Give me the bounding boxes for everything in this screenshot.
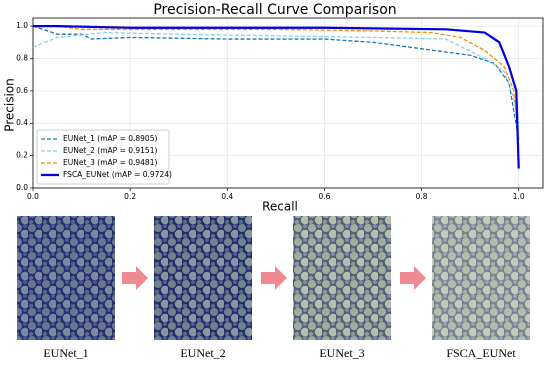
- y-axis-label: Precision: [3, 78, 17, 132]
- line-series: [32, 31, 520, 124]
- x-tick-label: 0.0: [27, 192, 39, 201]
- panel-label: EUNet_3: [319, 346, 364, 360]
- x-tick-label: 0.8: [416, 192, 428, 201]
- arrow: [122, 266, 148, 290]
- arrow: [261, 266, 287, 290]
- x-tick-label: 0.4: [221, 192, 233, 201]
- y-tick-label: 0.8: [16, 53, 28, 62]
- image-panel: [17, 216, 115, 340]
- x-tick-label: 1.0: [513, 192, 525, 201]
- line-series: [33, 24, 520, 169]
- chart-title: Precision-Recall Curve Comparison: [153, 2, 396, 18]
- axes-frame: [32, 17, 544, 189]
- overlay: [293, 216, 391, 340]
- y-tick-label: 0.2: [16, 151, 28, 160]
- arrow: [400, 266, 426, 290]
- y-tick-label: 0.4: [16, 118, 28, 127]
- x-tick-label: 0.2: [124, 192, 136, 201]
- plot-area: 0.0 0.2 0.4 0.6 0.8 1.0 0.0 0.2 0.4 0.6 0.8 1.0 EUNe…: [16, 17, 544, 201]
- y-tick-label: 0.0: [16, 183, 28, 192]
- legend-label: FSCA_EUNet (mAP = 0.9724): [63, 170, 172, 179]
- y-tick-label: 0.6: [16, 86, 28, 95]
- image-panel: [432, 216, 530, 340]
- legend-label: EUNet_1 (mAP = 0.8905): [63, 134, 157, 143]
- panel-label: EUNet_2: [180, 346, 225, 360]
- image-panel: [154, 216, 252, 340]
- legend-box: [36, 129, 170, 185]
- line-series: [32, 25, 520, 140]
- overlay: [154, 216, 252, 340]
- panel-label: FSCA_EUNet: [446, 346, 516, 360]
- x-axis-label: Recall: [262, 200, 298, 214]
- line-series: [33, 25, 520, 140]
- legend-label: EUNet_3 (mAP = 0.9481): [63, 158, 157, 167]
- y-tick-label: 1.0: [16, 21, 28, 30]
- overlay: [432, 216, 530, 340]
- x-tick-label: 0.6: [318, 192, 330, 201]
- legend-label: EUNet_2 (mAP = 0.9151): [63, 146, 157, 155]
- panels: EUNet_1 EUNet_2 EUNet_3 FSCA_EUNet: [17, 216, 530, 360]
- overlay: [17, 216, 115, 340]
- panel-label: EUNet_1: [43, 346, 88, 360]
- image-panel: [293, 216, 391, 340]
